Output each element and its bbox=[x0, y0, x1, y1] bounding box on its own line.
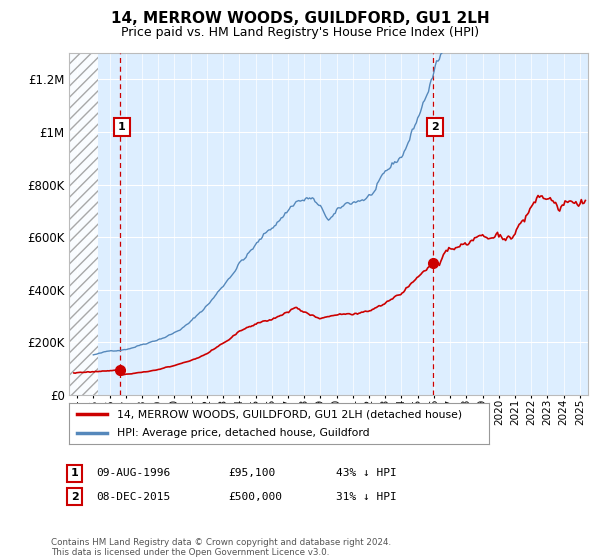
Text: 1: 1 bbox=[71, 468, 79, 478]
Text: 43% ↓ HPI: 43% ↓ HPI bbox=[336, 468, 397, 478]
Text: 2: 2 bbox=[71, 492, 79, 502]
Text: 31% ↓ HPI: 31% ↓ HPI bbox=[336, 492, 397, 502]
Text: HPI: Average price, detached house, Guildford: HPI: Average price, detached house, Guil… bbox=[118, 428, 370, 437]
Text: Price paid vs. HM Land Registry's House Price Index (HPI): Price paid vs. HM Land Registry's House … bbox=[121, 26, 479, 39]
Text: 14, MERROW WOODS, GUILDFORD, GU1 2LH (detached house): 14, MERROW WOODS, GUILDFORD, GU1 2LH (de… bbox=[118, 409, 463, 419]
Text: 1: 1 bbox=[118, 122, 126, 132]
Text: 09-AUG-1996: 09-AUG-1996 bbox=[96, 468, 170, 478]
Text: £500,000: £500,000 bbox=[228, 492, 282, 502]
Text: 2: 2 bbox=[431, 122, 439, 132]
Text: £95,100: £95,100 bbox=[228, 468, 275, 478]
Text: 14, MERROW WOODS, GUILDFORD, GU1 2LH: 14, MERROW WOODS, GUILDFORD, GU1 2LH bbox=[110, 11, 490, 26]
Bar bbox=[69, 53, 98, 395]
Text: 08-DEC-2015: 08-DEC-2015 bbox=[96, 492, 170, 502]
Text: Contains HM Land Registry data © Crown copyright and database right 2024.
This d: Contains HM Land Registry data © Crown c… bbox=[51, 538, 391, 557]
